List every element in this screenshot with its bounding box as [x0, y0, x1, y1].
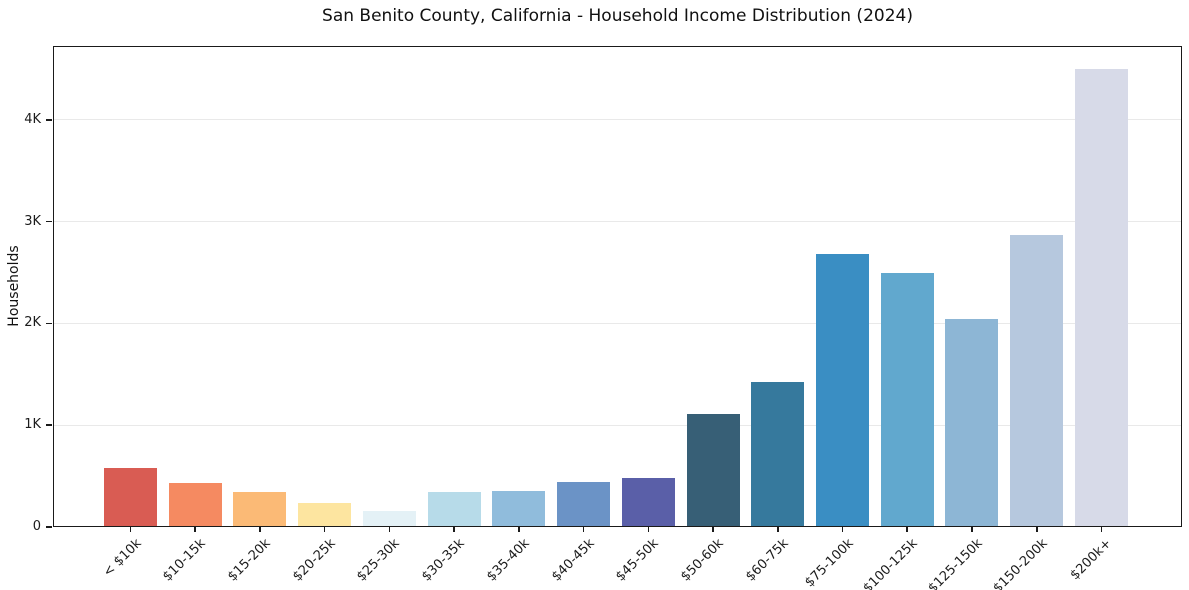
x-tick-label: $200k+	[1068, 536, 1116, 584]
x-tick-label: $10-15k	[160, 536, 209, 585]
x-tick-label: $150-200k	[990, 536, 1051, 590]
x-tick-mark	[906, 527, 909, 532]
x-tick-label: $35-40k	[483, 536, 533, 585]
x-tick-label: $125-150k	[925, 536, 986, 590]
x-tick-mark	[518, 527, 520, 532]
x-tick-label: $100-125k	[860, 536, 921, 590]
x-tick-mark	[777, 527, 779, 532]
gridline	[53, 221, 1182, 223]
bar-150-200k	[1010, 235, 1064, 527]
x-tick-mark	[388, 527, 391, 532]
gridline	[53, 424, 1182, 426]
gridline	[53, 119, 1182, 121]
bar-10-15k	[168, 482, 222, 527]
bar-45-50k	[621, 477, 675, 527]
x-tick-mark	[712, 527, 714, 532]
x-tick-mark	[1100, 527, 1103, 532]
x-tick-label: $25-30k	[354, 536, 404, 585]
x-tick-mark	[841, 527, 844, 532]
x-tick-label: < $10k	[100, 536, 145, 581]
bar-30-35k	[427, 491, 481, 527]
x-tick-mark	[259, 527, 261, 532]
x-tick-label: $30-35k	[419, 536, 468, 585]
x-tick-label: $40-45k	[548, 536, 598, 585]
x-tick-mark	[647, 527, 650, 532]
x-tick-mark	[129, 527, 132, 532]
y-tick-label: 2K	[24, 315, 41, 331]
x-tick-mark	[323, 527, 326, 532]
y-tick-mark	[46, 322, 52, 325]
x-tick-label: $60-75k	[742, 536, 792, 585]
bar-50-60k	[686, 413, 740, 527]
bar-35-40k	[492, 491, 546, 527]
bar-20-25k	[298, 502, 352, 527]
y-tick-label: 1K	[24, 417, 41, 433]
y-tick-label: 4K	[24, 111, 41, 127]
y-tick-mark	[46, 526, 52, 528]
gridline	[53, 322, 1182, 324]
y-tick-mark	[46, 220, 52, 223]
x-tick-mark	[582, 527, 585, 532]
bar-25-30k	[362, 510, 416, 527]
x-tick-label: $75-100k	[801, 536, 857, 590]
bar-10k	[104, 468, 157, 527]
x-tick-label: $50-60k	[678, 536, 727, 585]
bar-75-100k	[816, 254, 870, 527]
y-tick-mark	[46, 119, 52, 121]
bar-40-45k	[557, 482, 611, 527]
y-tick-label: 3K	[24, 213, 41, 229]
x-tick-label: $20-25k	[289, 536, 339, 585]
y-tick-label: 0	[32, 519, 41, 534]
x-tick-label: $45-50k	[613, 536, 662, 585]
bar-125-150k	[945, 318, 999, 527]
x-tick-mark	[971, 527, 973, 532]
y-tick-mark	[46, 424, 52, 426]
bar-60-75k	[751, 382, 805, 527]
bar-15-20k	[233, 492, 287, 527]
x-tick-mark	[1035, 527, 1038, 532]
chart-title: San Benito County, California - Househol…	[322, 6, 913, 26]
bar-200k	[1074, 68, 1128, 527]
x-tick-label: $15-20k	[225, 536, 274, 585]
x-tick-mark	[453, 527, 455, 532]
x-tick-mark	[194, 527, 197, 532]
bar-100-125k	[880, 272, 934, 527]
plot-area	[53, 46, 1182, 527]
